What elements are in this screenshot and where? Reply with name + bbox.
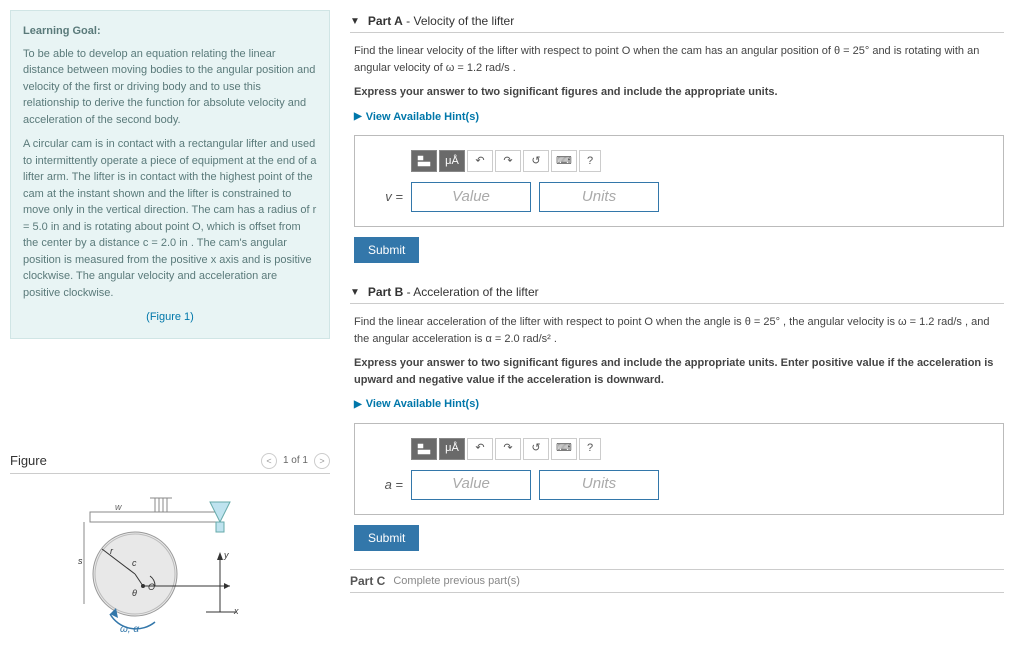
part-b-instruction: Express your answer to two significant f…	[354, 355, 1004, 388]
learning-goal-heading: Learning Goal:	[23, 23, 317, 40]
svg-text:y: y	[223, 550, 229, 560]
svg-text:θ: θ	[132, 588, 137, 598]
keyboard-button[interactable]: ⌨	[551, 438, 577, 460]
pager-prev-button[interactable]: <	[261, 453, 277, 469]
part-c-title: Part C	[350, 574, 385, 588]
format-units-button[interactable]: μÅ	[439, 438, 465, 460]
chevron-right-icon: ▶	[354, 109, 362, 124]
svg-text:O: O	[148, 582, 155, 592]
chevron-right-icon: ▶	[354, 397, 362, 412]
part-a-toolbar: μÅ ↶ ↷ ↺ ⌨ ?	[411, 150, 987, 172]
part-c: Part C Complete previous part(s)	[350, 569, 1004, 593]
part-a-answer-box: μÅ ↶ ↷ ↺ ⌨ ? v = Value Units	[354, 135, 1004, 227]
redo-button[interactable]: ↷	[495, 438, 521, 460]
svg-text:ω, α: ω, α	[120, 624, 139, 634]
part-c-subtitle: Complete previous part(s)	[393, 575, 520, 587]
figure-link[interactable]: (Figure 1)	[23, 309, 317, 326]
part-a-hint-link[interactable]: ▶ View Available Hint(s)	[354, 109, 1004, 126]
pager-text: 1 of 1	[283, 455, 308, 466]
learning-goal-box: Learning Goal: To be able to develop an …	[10, 10, 330, 339]
part-a-units-input[interactable]: Units	[539, 182, 659, 212]
svg-text:x: x	[233, 606, 239, 616]
part-b-title: Part B - Acceleration of the lifter	[368, 285, 539, 299]
svg-text:c: c	[132, 558, 137, 568]
figure-diagram: w O	[10, 484, 330, 644]
format-units-button[interactable]: μÅ	[439, 150, 465, 172]
help-button[interactable]: ?	[579, 150, 601, 172]
format-fraction-button[interactable]	[411, 438, 437, 460]
keyboard-button[interactable]: ⌨	[551, 150, 577, 172]
learning-goal-p1: To be able to develop an equation relati…	[23, 46, 317, 129]
reset-button[interactable]: ↺	[523, 438, 549, 460]
part-b-var-label: a =	[371, 475, 403, 495]
part-b-value-input[interactable]: Value	[411, 470, 531, 500]
part-a-prompt: Find the linear velocity of the lifter w…	[354, 43, 1004, 76]
svg-text:w: w	[115, 502, 122, 512]
part-a-title: Part A - Velocity of the lifter	[368, 14, 514, 28]
learning-goal-p2: A circular cam is in contact with a rect…	[23, 136, 317, 301]
part-b-toggle-icon[interactable]: ▼	[350, 287, 360, 298]
figure-pager: < 1 of 1 >	[261, 453, 330, 469]
figure-section: Figure < 1 of 1 > w	[10, 449, 330, 644]
pager-next-button[interactable]: >	[314, 453, 330, 469]
figure-title: Figure	[10, 453, 47, 468]
part-a-instruction: Express your answer to two significant f…	[354, 84, 1004, 101]
undo-button[interactable]: ↶	[467, 150, 493, 172]
part-b-units-input[interactable]: Units	[539, 470, 659, 500]
part-b-answer-box: μÅ ↶ ↷ ↺ ⌨ ? a = Value Units	[354, 423, 1004, 515]
format-fraction-button[interactable]	[411, 150, 437, 172]
reset-button[interactable]: ↺	[523, 150, 549, 172]
undo-button[interactable]: ↶	[467, 438, 493, 460]
part-b-hint-link[interactable]: ▶ View Available Hint(s)	[354, 396, 1004, 413]
help-button[interactable]: ?	[579, 438, 601, 460]
part-b: ▼ Part B - Acceleration of the lifter Fi…	[350, 281, 1004, 551]
part-a: ▼ Part A - Velocity of the lifter Find t…	[350, 10, 1004, 263]
redo-button[interactable]: ↷	[495, 150, 521, 172]
part-b-submit-button[interactable]: Submit	[354, 525, 419, 551]
part-a-var-label: v =	[371, 187, 403, 207]
part-a-toggle-icon[interactable]: ▼	[350, 16, 360, 27]
part-a-submit-button[interactable]: Submit	[354, 237, 419, 263]
part-a-value-input[interactable]: Value	[411, 182, 531, 212]
part-b-prompt: Find the linear acceleration of the lift…	[354, 314, 1004, 347]
part-b-toolbar: μÅ ↶ ↷ ↺ ⌨ ?	[411, 438, 987, 460]
